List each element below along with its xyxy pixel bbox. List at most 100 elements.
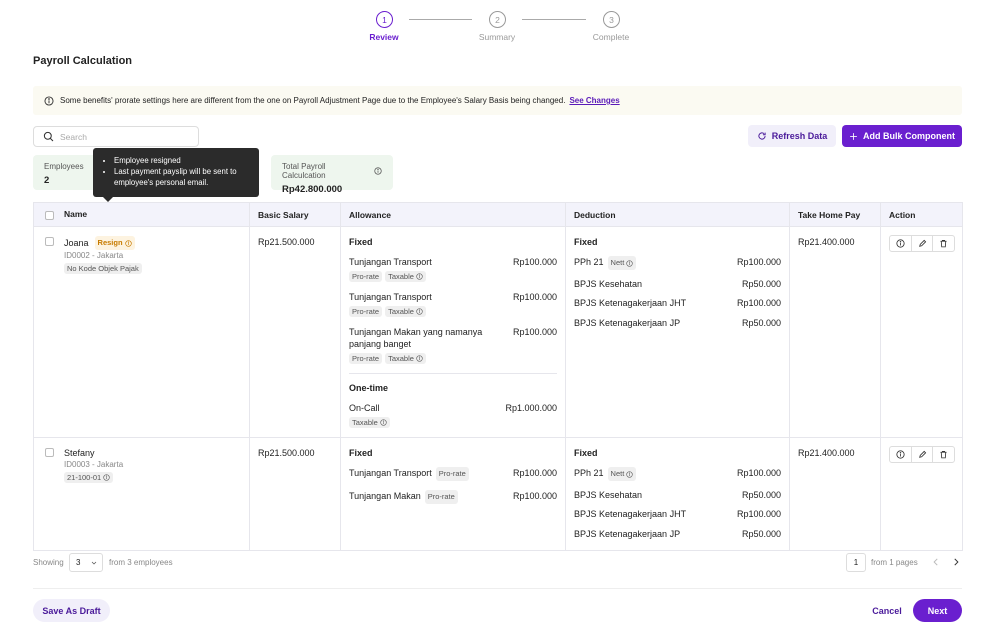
group-title: One-time [349, 383, 389, 393]
allowance-item: Tunjangan Makan Pro-rate Rp100.000 [349, 490, 557, 504]
deduction-item: BPJS Ketenagakerjaan JHT Rp100.000 [574, 297, 781, 309]
tag-text: Taxable [352, 418, 378, 427]
item-name: PPh 21 [574, 257, 604, 267]
step-label: Complete [592, 32, 630, 42]
header-text: Name [64, 209, 88, 220]
trash-button[interactable] [932, 447, 954, 462]
save-draft-button[interactable]: Save As Draft [33, 599, 110, 622]
employee-id: ID0003 - Jakarta [64, 460, 124, 469]
employee-id: ID0002 - Jakarta [64, 251, 124, 260]
step-circle: 3 [603, 11, 620, 28]
tag: No Kode Objek Pajak [64, 263, 142, 274]
edit-icon [918, 239, 926, 247]
pages-count: from 1 pages [871, 558, 918, 567]
prev-page[interactable] [931, 557, 941, 569]
name-wrap: Joana Resign ID0002 - Jakarta No Kode Objek… [45, 236, 241, 274]
tooltip-arrow [103, 197, 113, 202]
item-name: On-Call [349, 403, 380, 413]
info-button[interactable] [890, 236, 911, 251]
info-icon [380, 419, 387, 426]
step-label: Review [369, 32, 399, 42]
name-cell: Stefany ID0003 - Jakarta 21-100-01 [33, 437, 250, 551]
trash-icon [940, 239, 947, 248]
table-head: Name Basic Salary Allowance Deduction Take H… [33, 202, 963, 227]
page-size-select[interactable]: 3 [69, 553, 103, 572]
footer-divider [33, 588, 962, 589]
item-amount: Rp100.000 [736, 257, 781, 267]
item-line: On-Call Rp1.000.000 [349, 402, 557, 414]
tag-text: Taxable [388, 272, 414, 281]
item-amount: Rp50.000 [741, 528, 781, 539]
trash-button[interactable] [932, 236, 954, 251]
edit-button[interactable] [910, 236, 933, 251]
header-row: Name Basic Salary Allowance Deduction Take H… [33, 202, 963, 227]
action-cell [880, 226, 963, 438]
page-input[interactable]: 1 [846, 553, 866, 572]
bulk-button[interactable]: Add Bulk Component [842, 125, 962, 147]
tag-text: Pro-rate [352, 354, 380, 363]
allowance-cell: Fixed Tunjangan Transport Pro-rate Rp100.00… [340, 437, 566, 551]
info-icon [896, 450, 905, 459]
next-button[interactable]: Next [913, 599, 962, 622]
notice-text: Some benefits' prorate settings here are… [60, 96, 566, 105]
tooltip-item: Employee resigned [114, 155, 249, 166]
deduction-item: BPJS Kesehatan Rp50.000 [574, 489, 781, 501]
info-button[interactable] [890, 447, 911, 462]
basic-salary-cell: Rp21.500.000 [249, 437, 341, 551]
item-line: Tunjangan Makan yang namanya panjang ban… [349, 326, 557, 350]
employees-label: Employees [44, 162, 84, 171]
payroll-table: Name Basic Salary Allowance Deduction Take H… [33, 202, 963, 551]
cancel-button[interactable]: Cancel [872, 605, 902, 616]
header-text: Basic Salary [258, 209, 309, 220]
item-tags: Pro-rate Taxable [349, 353, 557, 364]
step-number: 2 [495, 14, 500, 25]
row-checkbox[interactable] [45, 448, 54, 457]
employee-name: Stefany [64, 448, 95, 458]
page-size-value: 3 [76, 558, 81, 567]
info-icon [44, 95, 54, 106]
item-tags: Pro-rate Taxable [349, 306, 557, 317]
select-all-checkbox[interactable] [45, 210, 54, 220]
step-label: Summary [478, 32, 516, 42]
deduction-item: PPh 21 Nett Rp100.000 [574, 467, 781, 481]
item-amount: Rp50.000 [741, 317, 781, 328]
showing-label: Showing [33, 558, 64, 567]
item-name: Tunjangan Transport [349, 292, 432, 302]
edit-button[interactable] [910, 447, 933, 462]
tag-text: Nett [610, 469, 625, 478]
allowance-item: On-Call Rp1.000.000 Taxable [349, 402, 557, 428]
deduction-item: BPJS Ketenagakerjaan JP Rp50.000 [574, 528, 781, 540]
header-text: Deduction [574, 209, 616, 220]
item-left: BPJS Kesehatan [574, 489, 646, 501]
tag-text: Taxable [388, 354, 414, 363]
next-page[interactable] [951, 557, 961, 569]
deduction-item: PPh 21 Nett Rp100.000 [574, 256, 781, 270]
item-amount: Rp50.000 [741, 278, 781, 289]
tag: Pro-rate [424, 490, 458, 504]
item-left: BPJS Ketenagakerjaan JP [574, 528, 684, 540]
chev-d-icon [91, 561, 97, 565]
tooltip-list: Employee resignedLast payment payslip wi… [104, 155, 249, 188]
item-left: Tunjangan Makan Pro-rate [349, 490, 461, 504]
item-amount: Rp100.000 [512, 491, 557, 501]
total-label-row: Total Payroll Calculcation [282, 162, 382, 180]
notice-link[interactable]: See Changes [569, 96, 620, 105]
total-value: Rp42.800.000 [282, 184, 343, 195]
column-header: Name [33, 202, 250, 227]
step-connector [522, 19, 586, 20]
item-left: Tunjangan Makan yang namanya panjang ban… [349, 326, 489, 350]
basic-salary: Rp21.500.000 [258, 448, 315, 458]
employee-name: Joana [64, 238, 89, 248]
deduction-item: BPJS Ketenagakerjaan JP Rp50.000 [574, 317, 781, 329]
header-text: Action [889, 209, 916, 220]
row-checkbox[interactable] [45, 237, 54, 246]
basic-salary: Rp21.500.000 [258, 237, 315, 247]
item-left: Tunjangan Transport [349, 256, 432, 268]
item-name: BPJS Kesehatan [574, 278, 643, 289]
item-name: BPJS Kesehatan [574, 489, 643, 500]
refresh-button[interactable]: Refresh Data [748, 125, 836, 147]
search-input[interactable]: Search [33, 126, 199, 147]
item-amount: Rp1.000.000 [505, 403, 557, 413]
notice-text-wrap: Some benefits' prorate settings here are… [60, 96, 620, 105]
